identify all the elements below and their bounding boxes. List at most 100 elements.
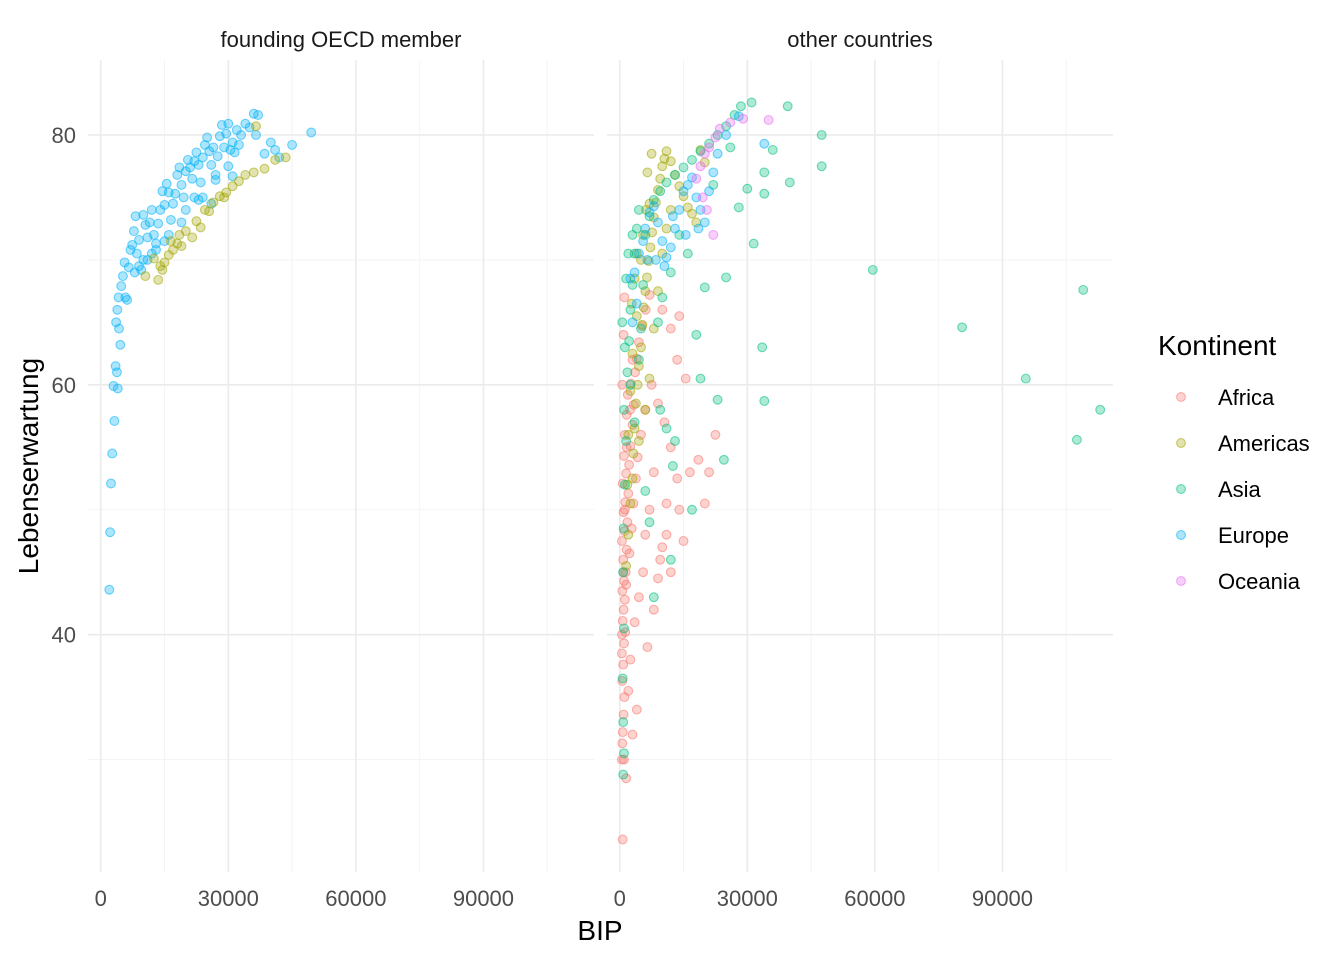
y-tick-label: 80: [52, 123, 76, 148]
data-point: [633, 204, 644, 215]
data-point: [674, 504, 685, 515]
data-point: [625, 654, 636, 665]
data-point: [172, 169, 183, 180]
data-point: [640, 486, 651, 496]
data-point: [629, 617, 640, 628]
data-point: [109, 416, 120, 426]
data-point: [627, 348, 638, 359]
data-point: [628, 448, 639, 459]
data-point: [759, 138, 770, 149]
data-point: [642, 272, 652, 283]
data-point: [627, 729, 638, 740]
data-point: [661, 423, 672, 434]
y-axis-title: Lebenserwartung: [13, 358, 44, 574]
data-point: [628, 498, 639, 509]
data-point: [691, 329, 702, 340]
data-point: [661, 177, 672, 188]
data-point: [672, 473, 683, 484]
data-point: [640, 223, 651, 234]
data-point: [638, 279, 649, 290]
data-point: [648, 467, 659, 478]
data-point: [151, 244, 161, 255]
data-point: [746, 97, 757, 108]
data-point: [176, 217, 187, 228]
data-point: [180, 204, 191, 215]
data-point: [644, 504, 655, 515]
data-point: [270, 144, 281, 155]
data-point: [144, 217, 155, 228]
data-point: [223, 161, 234, 172]
data-point: [170, 188, 181, 199]
data-point: [867, 264, 878, 275]
data-point: [131, 248, 142, 259]
data-point: [687, 208, 697, 219]
data-point: [699, 498, 710, 509]
data-point: [633, 354, 644, 365]
data-point: [697, 192, 708, 203]
data-point: [621, 436, 632, 446]
data-point: [725, 142, 736, 153]
data-point: [704, 138, 715, 149]
data-point: [223, 118, 234, 129]
data-point: [153, 274, 164, 285]
data-point: [661, 146, 672, 157]
data-point: [619, 623, 629, 634]
data-point: [629, 267, 640, 278]
data-point: [655, 404, 666, 415]
data-point: [648, 201, 659, 212]
data-point: [146, 204, 157, 215]
data-point: [653, 217, 663, 228]
x-tick-label: 60000: [325, 886, 386, 911]
data-point: [657, 236, 668, 247]
data-point: [642, 254, 653, 265]
data-point: [618, 523, 629, 534]
data-point: [708, 167, 719, 178]
data-point: [168, 198, 178, 209]
x-tick-label: 90000: [972, 886, 1033, 911]
data-point: [616, 536, 627, 546]
legend-item: Americas: [1176, 431, 1310, 456]
legend-label: Europe: [1218, 523, 1289, 548]
data-point: [212, 151, 223, 162]
data-point: [725, 117, 736, 128]
data-point: [642, 167, 653, 178]
data-point: [670, 169, 680, 180]
data-point: [206, 159, 217, 170]
legend-label: Americas: [1218, 431, 1310, 456]
data-point: [159, 199, 170, 210]
legend-key: [1176, 438, 1186, 448]
data-point: [202, 132, 213, 143]
data-point: [712, 394, 723, 405]
x-axis-title: BIP: [577, 915, 622, 946]
data-point: [680, 373, 691, 384]
data-point: [645, 242, 656, 253]
data-point: [618, 717, 629, 728]
data-point: [306, 127, 317, 138]
data-point: [287, 139, 298, 150]
data-point: [165, 236, 176, 247]
data-point: [665, 156, 676, 167]
legend-item: Africa: [1176, 385, 1275, 410]
data-point: [204, 206, 215, 217]
data-point: [193, 159, 204, 170]
data-point: [714, 123, 725, 134]
data-point: [618, 659, 629, 670]
data-point: [655, 186, 666, 197]
data-point: [619, 504, 630, 515]
data-point: [208, 197, 219, 208]
data-point: [227, 181, 238, 192]
data-point: [130, 211, 141, 222]
data-point: [153, 218, 164, 229]
data-point: [661, 252, 672, 263]
data-point: [625, 498, 636, 509]
data-point: [644, 373, 655, 384]
data-point: [633, 248, 644, 259]
data-point: [638, 567, 649, 578]
data-point: [678, 536, 689, 546]
data-point: [259, 148, 270, 159]
data-point: [617, 317, 628, 328]
data-point: [678, 162, 689, 173]
panel-grid: [607, 60, 1113, 872]
data-point: [691, 173, 702, 184]
